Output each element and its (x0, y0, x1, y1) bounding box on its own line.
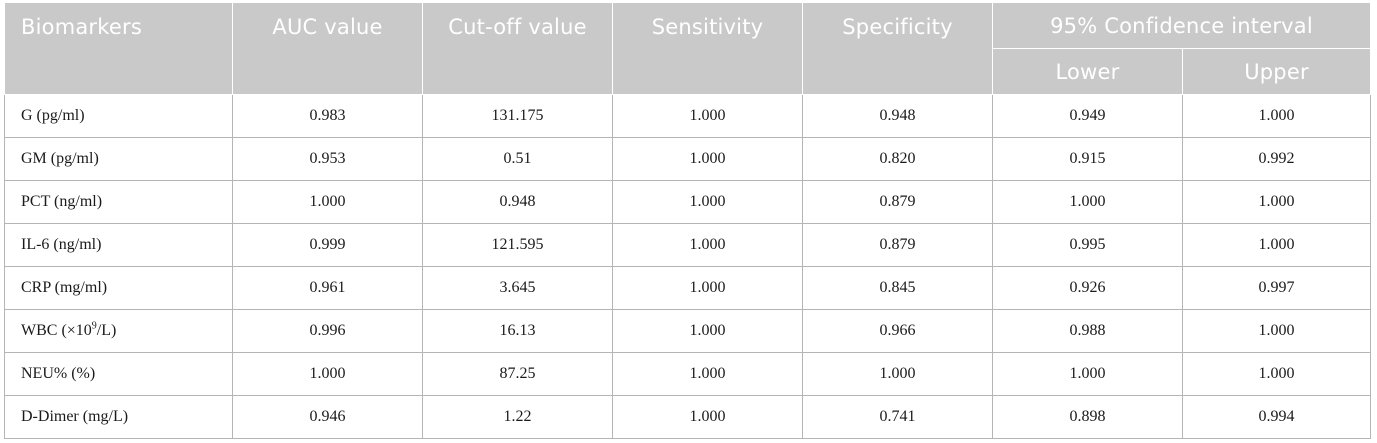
header-cutoff: Cut-off value (422, 2, 613, 95)
cell-auc: 0.953 (232, 137, 423, 181)
cell-ci-upper: 1.000 (1181, 352, 1372, 396)
cell-biomarker: PCT (ng/ml) (4, 180, 233, 224)
table-row: PCT (ng/ml) 1.000 0.948 1.000 0.879 1.00… (4, 180, 1372, 224)
cell-auc: 0.946 (232, 395, 423, 439)
cell-cutoff: 0.51 (422, 137, 613, 181)
header-upper: Upper (1181, 48, 1372, 95)
cell-ci-lower: 0.995 (992, 223, 1183, 267)
cell-auc: 0.961 (232, 266, 423, 310)
cell-auc: 0.983 (232, 94, 423, 138)
biomarker-table: Biomarkers AUC value Cut-off value Sensi… (4, 2, 1372, 439)
table-row: NEU% (%) 1.000 87.25 1.000 1.000 1.000 1… (4, 352, 1372, 396)
cell-ci-upper: 1.000 (1181, 223, 1372, 267)
header-confidence-interval: 95% Confidence interval (991, 2, 1372, 49)
table-row: D-Dimer (mg/L) 0.946 1.22 1.000 0.741 0.… (4, 395, 1372, 439)
cell-ci-upper: 0.992 (1181, 137, 1372, 181)
cell-sensitivity: 1.000 (612, 223, 803, 267)
table-row: G (pg/ml) 0.983 131.175 1.000 0.948 0.94… (4, 94, 1372, 138)
cell-ci-lower: 1.000 (992, 180, 1183, 224)
cell-ci-lower: 0.926 (992, 266, 1183, 310)
cell-sensitivity: 1.000 (612, 94, 803, 138)
cell-biomarker: GM (pg/ml) (4, 137, 233, 181)
header-biomarkers: Biomarkers (4, 2, 233, 95)
header-sensitivity: Sensitivity (612, 2, 803, 95)
cell-auc: 0.996 (232, 309, 423, 353)
header-lower: Lower (992, 48, 1183, 95)
cell-specificity: 0.741 (802, 395, 993, 439)
cell-biomarker: G (pg/ml) (4, 94, 233, 138)
cell-biomarker-suffix: /L) (96, 322, 117, 339)
results-table-container: Biomarkers AUC value Cut-off value Sensi… (4, 2, 1372, 439)
cell-ci-upper: 0.994 (1181, 395, 1372, 439)
cell-ci-lower: 0.949 (992, 94, 1183, 138)
cell-sensitivity: 1.000 (612, 352, 803, 396)
table-body: G (pg/ml) 0.983 131.175 1.000 0.948 0.94… (4, 94, 1372, 439)
cell-cutoff: 0.948 (422, 180, 613, 224)
cell-cutoff: 1.22 (422, 395, 613, 439)
table-row: CRP (mg/ml) 0.961 3.645 1.000 0.845 0.92… (4, 266, 1372, 310)
table-row: GM (pg/ml) 0.953 0.51 1.000 0.820 0.915 … (4, 137, 1372, 181)
cell-sensitivity: 1.000 (612, 180, 803, 224)
cell-cutoff: 3.645 (422, 266, 613, 310)
cell-ci-lower: 1.000 (992, 352, 1183, 396)
cell-sensitivity: 1.000 (612, 395, 803, 439)
cell-biomarker: D-Dimer (mg/L) (4, 395, 233, 439)
cell-specificity: 0.879 (802, 180, 993, 224)
cell-cutoff: 16.13 (422, 309, 613, 353)
cell-specificity: 0.948 (802, 94, 993, 138)
header-specificity: Specificity (802, 2, 993, 95)
cell-specificity: 1.000 (802, 352, 993, 396)
cell-biomarker: NEU% (%) (4, 352, 233, 396)
cell-cutoff: 131.175 (422, 94, 613, 138)
cell-ci-upper: 1.000 (1181, 180, 1372, 224)
cell-ci-upper: 1.000 (1181, 94, 1372, 138)
cell-auc: 1.000 (232, 352, 423, 396)
cell-biomarker: IL-6 (ng/ml) (4, 223, 233, 267)
cell-sensitivity: 1.000 (612, 266, 803, 310)
cell-auc: 0.999 (232, 223, 423, 267)
cell-specificity: 0.845 (802, 266, 993, 310)
cell-specificity: 0.820 (802, 137, 993, 181)
cell-ci-lower: 0.988 (992, 309, 1183, 353)
cell-cutoff: 121.595 (422, 223, 613, 267)
cell-specificity: 0.966 (802, 309, 993, 353)
cell-biomarker: WBC (×109/L) (4, 309, 233, 353)
cell-biomarker-exponent: 9 (91, 320, 97, 332)
table-row: WBC (×109/L) 0.996 16.13 1.000 0.966 0.9… (4, 309, 1372, 353)
cell-cutoff: 87.25 (422, 352, 613, 396)
cell-ci-upper: 1.000 (1181, 309, 1372, 353)
cell-ci-lower: 0.915 (992, 137, 1183, 181)
cell-sensitivity: 1.000 (612, 309, 803, 353)
cell-ci-lower: 0.898 (992, 395, 1183, 439)
cell-ci-upper: 0.997 (1181, 266, 1372, 310)
table-row: IL-6 (ng/ml) 0.999 121.595 1.000 0.879 0… (4, 223, 1372, 267)
cell-sensitivity: 1.000 (612, 137, 803, 181)
cell-specificity: 0.879 (802, 223, 993, 267)
table-header: Biomarkers AUC value Cut-off value Sensi… (4, 2, 1372, 95)
cell-biomarker: CRP (mg/ml) (4, 266, 233, 310)
cell-auc: 1.000 (232, 180, 423, 224)
cell-biomarker-prefix: WBC (×10 (21, 322, 92, 339)
header-auc: AUC value (232, 2, 423, 95)
